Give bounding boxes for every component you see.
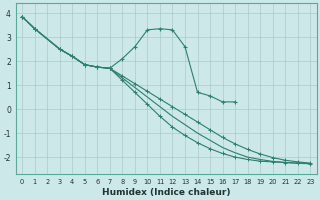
X-axis label: Humidex (Indice chaleur): Humidex (Indice chaleur)	[102, 188, 230, 197]
